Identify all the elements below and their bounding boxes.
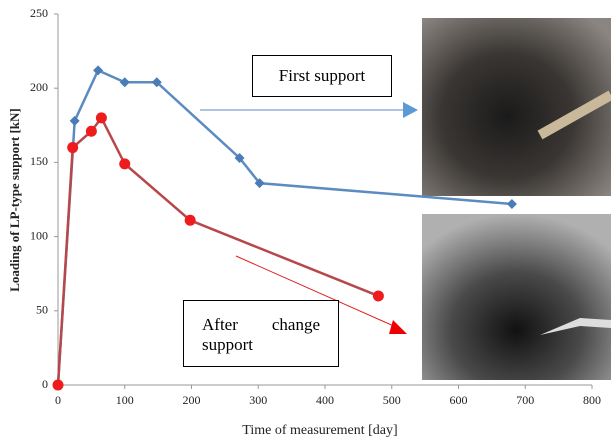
y-tick-label: 250 [30, 6, 48, 20]
photo-after-change [422, 214, 611, 380]
annotation: First support [252, 55, 392, 97]
x-axis-label: Time of measurement [day] [242, 423, 397, 438]
y-tick-label: 0 [42, 377, 48, 391]
point [373, 290, 384, 301]
page: Time of measurement [day] Loading of LP-… [0, 0, 611, 441]
point [119, 158, 130, 169]
point [507, 199, 517, 209]
x-tick-label: 700 [516, 393, 534, 407]
x-tick-label: 200 [183, 393, 201, 407]
x-tick-label: 400 [316, 393, 334, 407]
x-tick-label: 800 [583, 393, 601, 407]
x-tick-label: 500 [383, 393, 401, 407]
x-tick-label: 600 [450, 393, 468, 407]
arrow-head [389, 320, 407, 334]
x-tick-label: 300 [249, 393, 267, 407]
y-tick-label: 100 [30, 228, 48, 242]
point [53, 380, 64, 391]
point [185, 215, 196, 226]
point [67, 142, 78, 153]
point [86, 126, 97, 137]
y-tick-label: 200 [30, 80, 48, 94]
point [93, 65, 103, 75]
point [96, 112, 107, 123]
x-tick-label: 0 [55, 393, 61, 407]
y-axis-label: Loading of LP-type support [kN] [7, 108, 22, 291]
annotation: After change support [183, 300, 339, 367]
x-tick-label: 100 [116, 393, 134, 407]
point [70, 116, 80, 126]
y-tick-label: 150 [30, 154, 48, 168]
point [120, 77, 130, 87]
y-tick-label: 50 [36, 303, 48, 317]
arrow-head [403, 102, 418, 118]
